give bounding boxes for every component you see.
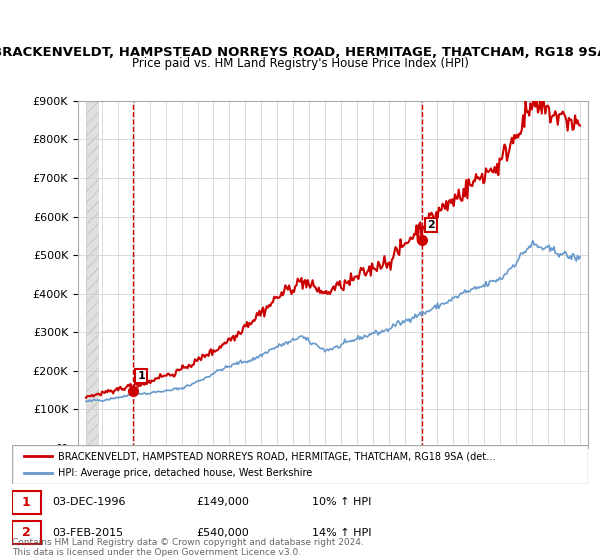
Text: HPI: Average price, detached house, West Berkshire: HPI: Average price, detached house, West… (58, 468, 313, 478)
Text: 2: 2 (22, 526, 31, 539)
Text: £149,000: £149,000 (196, 497, 249, 507)
Text: 1: 1 (137, 371, 145, 381)
Bar (12, 521, 41, 544)
Text: Contains HM Land Registry data © Crown copyright and database right 2024.
This d: Contains HM Land Registry data © Crown c… (12, 538, 364, 557)
Text: 2: 2 (427, 220, 434, 230)
Text: 10% ↑ HPI: 10% ↑ HPI (311, 497, 371, 507)
Text: 03-DEC-1996: 03-DEC-1996 (52, 497, 126, 507)
Text: 1: 1 (22, 496, 31, 509)
Text: BRACKENVELDT, HAMPSTEAD NORREYS ROAD, HERMITAGE, THATCHAM, RG18 9SA: BRACKENVELDT, HAMPSTEAD NORREYS ROAD, HE… (0, 46, 600, 59)
Text: BRACKENVELDT, HAMPSTEAD NORREYS ROAD, HERMITAGE, THATCHAM, RG18 9SA (det…: BRACKENVELDT, HAMPSTEAD NORREYS ROAD, HE… (58, 451, 496, 461)
Text: 03-FEB-2015: 03-FEB-2015 (52, 528, 124, 538)
Text: Price paid vs. HM Land Registry's House Price Index (HPI): Price paid vs. HM Land Registry's House … (131, 57, 469, 70)
Bar (12, 491, 41, 514)
Bar (86, 101, 99, 448)
Text: £540,000: £540,000 (196, 528, 249, 538)
Text: 14% ↑ HPI: 14% ↑ HPI (311, 528, 371, 538)
